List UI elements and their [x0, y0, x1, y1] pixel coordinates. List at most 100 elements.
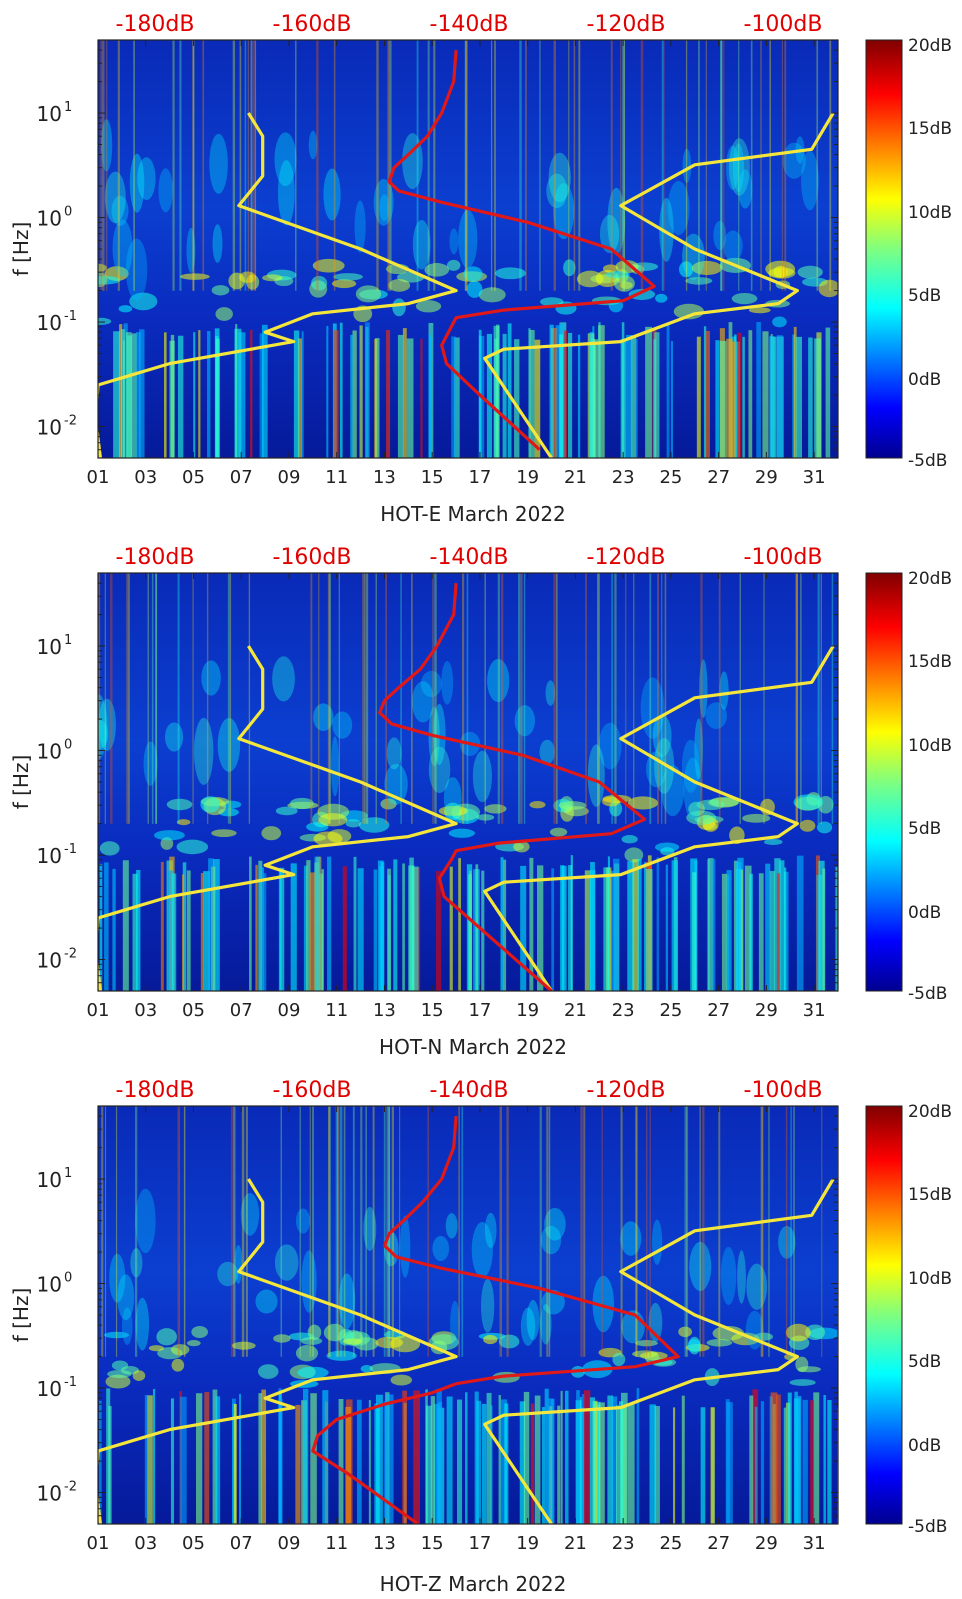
spectro-plume	[689, 1241, 712, 1291]
spectro-streak	[525, 40, 527, 291]
spectro-streak	[335, 1106, 339, 1357]
spectro-streak	[365, 1106, 367, 1357]
spectro-bar	[146, 1395, 153, 1524]
spectrogram-background	[98, 40, 838, 458]
top-tick-label: -120dB	[587, 545, 666, 570]
colorbar-tick-label: 15dB	[908, 652, 952, 672]
x-tick-label: 19	[516, 467, 539, 488]
spectro-streak	[539, 40, 541, 291]
spectro-plume	[443, 777, 462, 820]
spectro-bar	[144, 1395, 148, 1524]
spectro-bar	[555, 325, 563, 458]
colorbar-tick-label: 20dB	[908, 36, 952, 56]
spectro-streak	[126, 573, 129, 824]
spectro-bar	[458, 858, 461, 991]
spectro-bar	[530, 1403, 535, 1524]
spectro-streak	[723, 40, 725, 291]
x-tick-label: 27	[707, 1533, 730, 1554]
spectro-streak	[497, 573, 500, 824]
spectro-streak	[553, 40, 556, 291]
spectro-bar	[514, 339, 520, 458]
spectro-bar	[712, 859, 716, 991]
spectro-plume	[598, 722, 622, 770]
spectro-blob	[691, 260, 723, 276]
spectro-plume	[98, 719, 108, 749]
spectro-blob	[326, 1350, 357, 1361]
spectro-bar	[122, 860, 129, 991]
spectro-streak	[364, 573, 366, 824]
spectro-bar	[375, 338, 380, 458]
spectro-blob	[696, 799, 725, 811]
spectro-blob	[257, 1364, 279, 1379]
spectro-blob	[627, 796, 659, 810]
spectro-streak	[177, 1106, 181, 1357]
spectro-streak	[250, 40, 253, 291]
spectro-blob	[360, 1365, 373, 1373]
spectro-bar	[112, 868, 116, 991]
spectro-blob	[797, 265, 823, 279]
spectro-bar	[436, 871, 442, 991]
colorbar-tick-label: 20dB	[908, 1102, 952, 1122]
spectro-blob	[748, 307, 771, 314]
spectro-bar	[408, 865, 415, 991]
panel-hot-z: -180dB -160dB -140dB -120dB -100dB 01 03 0…	[9, 1078, 952, 1596]
spectro-blob	[540, 297, 564, 307]
spectro-blob	[799, 819, 816, 832]
spectro-streak	[790, 1106, 792, 1357]
spectro-streak	[610, 40, 613, 291]
spectro-bar	[393, 859, 398, 991]
spectro-bar	[182, 862, 187, 991]
x-tick-label: 15	[421, 1000, 444, 1021]
spectro-streak	[622, 40, 625, 291]
y-tick-exponent: 0	[64, 205, 72, 220]
spectro-bar	[787, 1392, 792, 1524]
spectro-blob	[816, 821, 833, 834]
spectro-plume	[143, 741, 158, 786]
spectro-streak	[548, 1106, 551, 1357]
x-tick-label: 21	[564, 1533, 587, 1554]
spectro-bar	[379, 866, 384, 991]
spectro-streak	[172, 40, 175, 291]
spectro-streak	[520, 573, 523, 824]
spectro-blob	[104, 1331, 130, 1339]
spectro-bar	[536, 865, 544, 991]
spectro-streak	[583, 1106, 586, 1357]
spectro-plume	[137, 157, 156, 201]
spectro-streak	[295, 40, 297, 291]
spectro-bar	[756, 322, 761, 458]
spectro-plume	[338, 1273, 356, 1329]
top-tick-label: -160dB	[273, 545, 352, 570]
spectro-streak	[795, 573, 798, 824]
spectro-streak	[461, 1106, 464, 1357]
x-tick-label: 27	[707, 1000, 730, 1021]
spectro-bar	[263, 873, 267, 991]
x-tick-label: 31	[803, 1533, 826, 1554]
spectro-plume	[193, 717, 214, 785]
spectro-streak	[155, 573, 158, 824]
x-tick-label: 29	[755, 1533, 778, 1554]
x-tick-label: 11	[325, 467, 348, 488]
red-noise-curve	[378, 582, 647, 991]
spectro-streak	[649, 573, 652, 824]
spectro-streak	[831, 573, 834, 824]
spectro-bar	[583, 1390, 591, 1524]
spectro-bar	[498, 1395, 501, 1524]
panel-hot-n: -180dB -160dB -140dB -120dB -100dB 01 03 0…	[9, 545, 952, 1059]
spectro-bar	[721, 873, 728, 991]
spectro-plume	[217, 1261, 239, 1287]
colorbar	[865, 39, 903, 459]
spectro-streak	[362, 573, 365, 824]
spectro-bar	[386, 329, 391, 458]
spectro-streak	[248, 573, 251, 824]
spectro-bar	[577, 334, 581, 458]
spectro-streak	[376, 40, 379, 291]
spectro-streak	[466, 573, 469, 824]
top-axis-labels: -180dB -160dB -140dB -120dB -100dB	[116, 1078, 823, 1103]
spectro-bar	[584, 870, 591, 991]
spectro-plume	[620, 1221, 642, 1256]
spectro-bar	[168, 870, 173, 991]
spectro-blob	[148, 1345, 165, 1352]
spectro-blob	[99, 841, 120, 856]
spectro-streak	[416, 40, 419, 291]
spectro-bar	[481, 1403, 487, 1524]
